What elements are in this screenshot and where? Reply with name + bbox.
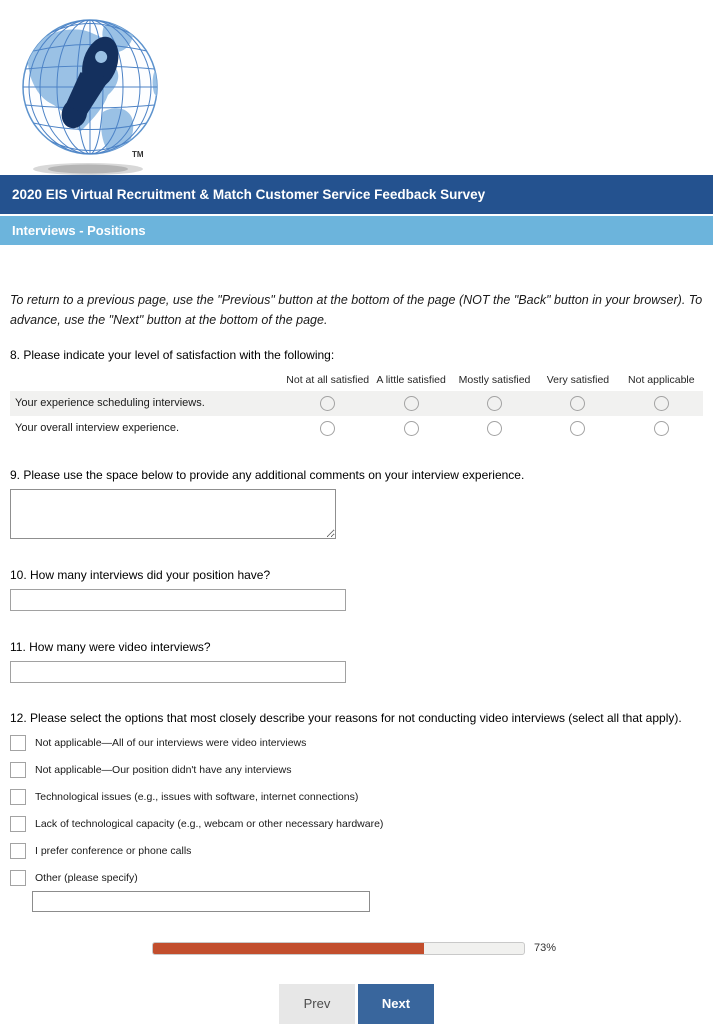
q12-checkbox-other[interactable] — [10, 870, 26, 886]
question-10-label: 10. How many interviews did your positio… — [10, 567, 271, 582]
q8-scheduling-radio-not-at-all[interactable] — [320, 395, 336, 411]
question-12-label: 12. Please select the options that most … — [10, 710, 682, 725]
question-8-label: 8. Please indicate your level of satisfa… — [10, 347, 335, 362]
prev-button[interactable]: Prev — [279, 983, 355, 1024]
q8-col-very: Very satisfied — [546, 373, 610, 386]
page-title-bar: Interviews - Positions — [0, 216, 713, 245]
q12-checkbox-tech-issues[interactable] — [10, 789, 26, 805]
q8-overall-radio-not-applicable[interactable] — [653, 420, 669, 436]
question-9-label: 9. Please use the space below to provide… — [10, 467, 525, 482]
q8-overall-radio-a-little[interactable] — [403, 420, 419, 436]
nav-buttons: Prev Next — [10, 983, 703, 1024]
q8-scheduling-radio-a-little[interactable] — [403, 395, 419, 411]
q8-row-scheduling-label: Your experience scheduling interviews. — [15, 397, 205, 409]
q12-option-no-interviews-label: Not applicable—Our position didn't have … — [35, 764, 292, 776]
q8-scheduling-radio-not-applicable[interactable] — [653, 395, 669, 411]
q8-row-overall: Your overall interview experience. — [10, 416, 703, 441]
q9-comments-textarea[interactable] — [10, 488, 336, 539]
eis-logo: TM — [0, 0, 713, 175]
navigation-instructions: To return to a previous page, use the "P… — [10, 293, 703, 327]
progress-percent-label: 73% — [534, 942, 557, 954]
footprint-icon — [61, 36, 119, 129]
q8-overall-radio-not-at-all[interactable] — [320, 420, 336, 436]
survey-content: To return to a previous page, use the "P… — [0, 291, 713, 1024]
progress-section: 73% — [152, 941, 703, 955]
q12-checkbox-no-interviews[interactable] — [10, 762, 26, 778]
q8-overall-radio-mostly[interactable] — [487, 420, 503, 436]
q8-scheduling-radio-mostly[interactable] — [487, 395, 503, 411]
survey-title-bar: 2020 EIS Virtual Recruitment & Match Cus… — [0, 175, 713, 214]
q12-checkbox-all-video[interactable] — [10, 735, 26, 751]
q8-row-scheduling: Your experience scheduling interviews. — [10, 390, 703, 416]
q12-option-row: Other (please specify) — [10, 870, 703, 887]
survey-title: 2020 EIS Virtual Recruitment & Match Cus… — [12, 187, 486, 202]
q10-interview-count-input[interactable] — [10, 588, 346, 611]
q12-option-row: Technological issues (e.g., issues with … — [10, 789, 703, 806]
q12-option-row: Lack of technological capacity (e.g., we… — [10, 816, 703, 833]
q12-option-other-label: Other (please specify) — [35, 872, 138, 884]
q8-matrix-header: Not at all satisfied A little satisfied … — [10, 374, 703, 386]
q8-col-a-little: A little satisfied — [376, 373, 446, 386]
q12-option-row: Not applicable—Our position didn't have … — [10, 762, 703, 779]
q12-other-specify-input[interactable] — [32, 890, 370, 912]
q8-matrix: Not at all satisfied A little satisfied … — [10, 374, 703, 441]
q12-option-all-video-label: Not applicable—All of our interviews wer… — [35, 737, 307, 749]
progress-bar-track — [152, 941, 525, 955]
q8-overall-radio-very[interactable] — [570, 420, 586, 436]
page-title: Interviews - Positions — [12, 223, 146, 238]
q12-option-tech-issues-label: Technological issues (e.g., issues with … — [35, 791, 359, 803]
q12-checkbox-prefer-calls[interactable] — [10, 843, 26, 859]
q12-option-prefer-calls-label: I prefer conference or phone calls — [35, 845, 192, 857]
q8-col-not-at-all: Not at all satisfied — [286, 373, 370, 386]
q8-col-mostly: Mostly satisfied — [458, 373, 531, 386]
q12-checkbox-lack-capacity[interactable] — [10, 816, 26, 832]
q11-video-interview-count-input[interactable] — [10, 660, 346, 683]
q12-option-lack-capacity-label: Lack of technological capacity (e.g., we… — [35, 818, 384, 830]
question-11-label: 11. How many were video interviews? — [10, 639, 211, 654]
progress-fill — [153, 942, 424, 954]
q8-row-overall-label: Your overall interview experience. — [15, 422, 180, 434]
q8-col-not-applicable: Not applicable — [628, 373, 695, 386]
q8-scheduling-radio-very[interactable] — [570, 395, 586, 411]
globe-footprint-icon: TM — [22, 19, 158, 175]
q12-option-row: I prefer conference or phone calls — [10, 843, 703, 860]
q12-option-row: Not applicable—All of our interviews wer… — [10, 735, 703, 752]
next-button[interactable]: Next — [358, 983, 434, 1024]
tm-label: TM — [132, 150, 144, 159]
